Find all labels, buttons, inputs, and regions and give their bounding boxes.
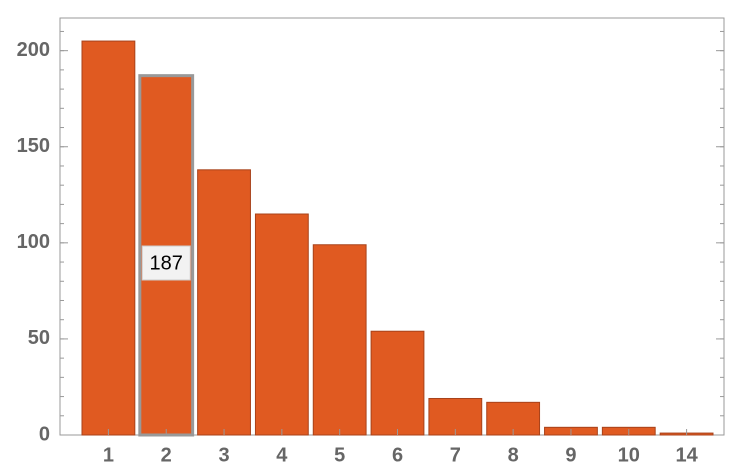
- tooltip-box: [141, 245, 191, 281]
- x-tick-label: 6: [392, 444, 403, 466]
- x-tick-label: 9: [565, 444, 576, 466]
- x-tick-label: 4: [276, 444, 288, 466]
- bar: [428, 397, 483, 436]
- bar: [312, 244, 367, 436]
- x-tick-label: 2: [161, 444, 172, 466]
- x-tick-label: 3: [218, 444, 229, 466]
- x-tick-label: 7: [450, 444, 461, 466]
- bar: [81, 40, 136, 436]
- x-tick-label: 8: [508, 444, 519, 466]
- x-tick-label: 5: [334, 444, 345, 466]
- x-tick-label: 1: [103, 444, 114, 466]
- bar: [197, 169, 251, 436]
- x-tick-label: 14: [675, 444, 698, 466]
- x-tick-label: 10: [618, 444, 640, 466]
- y-tick-label: 50: [28, 327, 50, 349]
- tooltip-text: 187: [150, 252, 183, 274]
- y-tick-label: 200: [17, 39, 50, 61]
- y-tick-label: 150: [17, 135, 50, 157]
- y-tick-label: 100: [17, 231, 50, 253]
- bar: [370, 330, 425, 436]
- bar: [254, 213, 309, 436]
- y-tick-label: 0: [39, 423, 50, 445]
